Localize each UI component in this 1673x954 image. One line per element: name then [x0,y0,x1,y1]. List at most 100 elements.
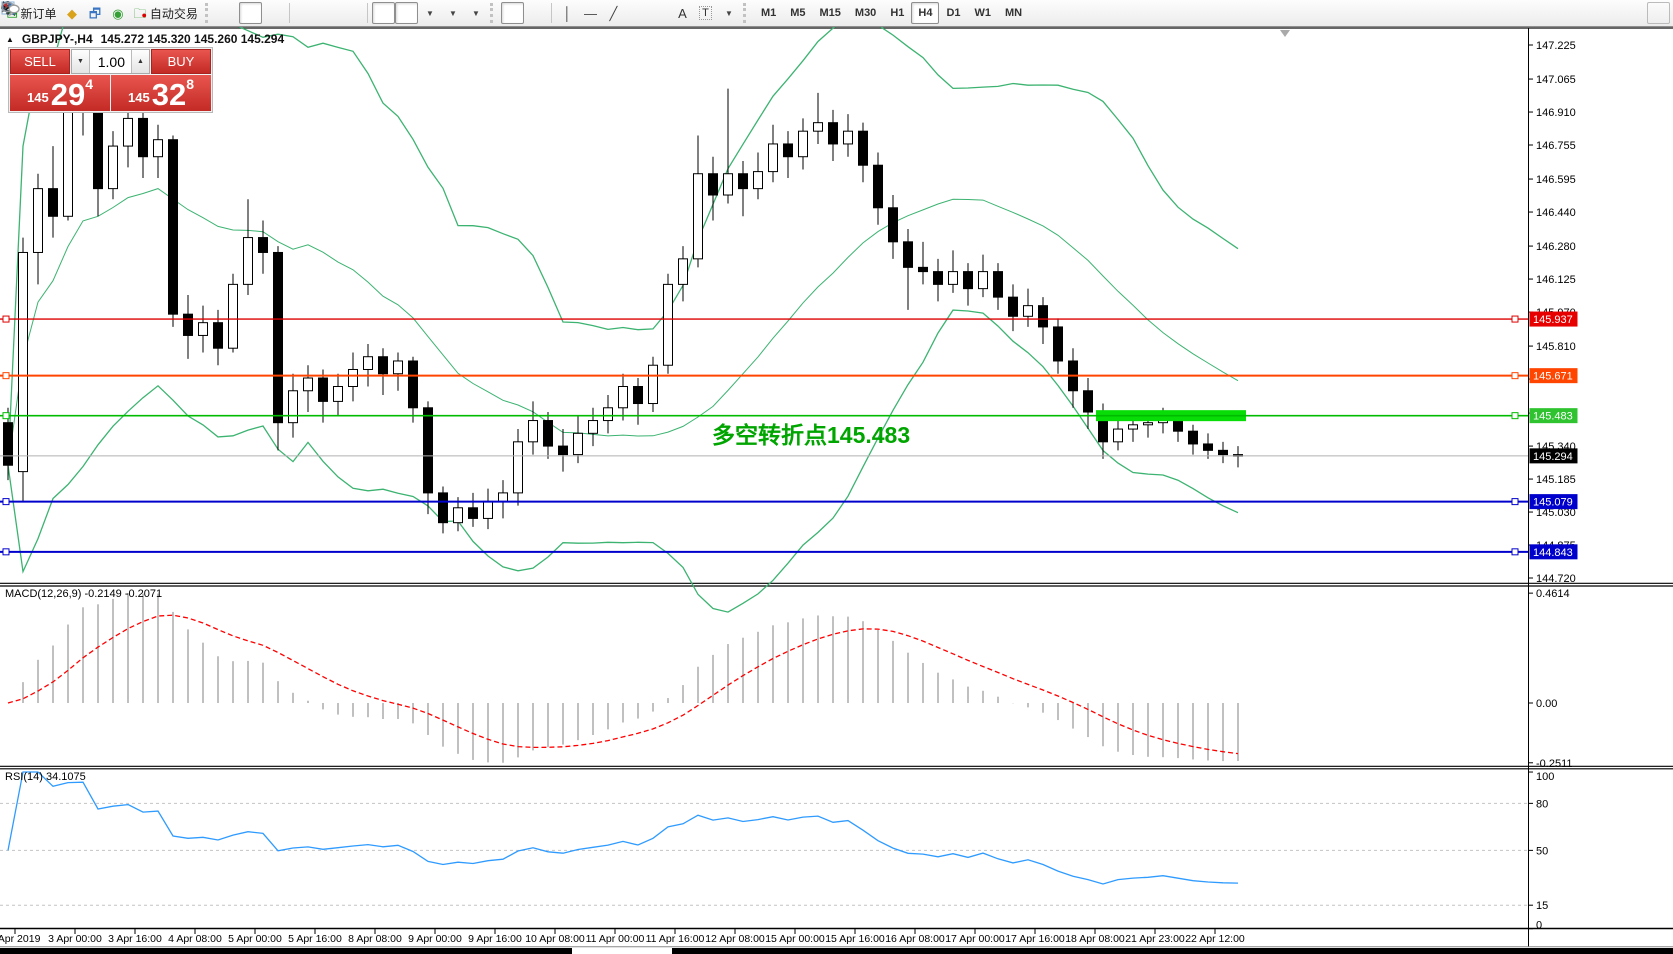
trendline-icon: ╱ [609,5,618,21]
fibonacci-button[interactable]: F [2,2,671,24]
volume-increase-button[interactable]: ▲ [131,50,149,73]
time-label: 12 Apr 08:00 [705,933,765,945]
timeframe-w1[interactable]: W1 [974,7,992,19]
arrows-dropdown[interactable]: ▼ [3,2,740,24]
candle-bearish [1218,449,1228,456]
zoom-out-button[interactable] [1,1,340,24]
macd-axis-label: 0.4614 [1536,588,1570,600]
equidistant-channel-button[interactable]: E [1,2,648,24]
timeframe-h4[interactable]: H4 [911,2,940,24]
price-badge-label: 145.671 [1533,371,1573,383]
rsi-axis-label: 15 [1536,900,1548,912]
line-anchor-handle[interactable] [1511,315,1519,323]
candle-bearish [708,173,718,196]
timeframe-m5[interactable]: M5 [790,7,806,19]
cursor-button[interactable] [3,1,524,24]
search-button[interactable] [1,1,1647,24]
timeframe-d1[interactable]: D1 [946,7,961,19]
candle-bullish [693,173,703,260]
timeframe-h1[interactable]: H1 [890,7,905,19]
periods-dropdown[interactable]: ▼ [1,1,464,24]
annotation-text[interactable]: 多空转折点145.483 [712,422,910,448]
styler-button[interactable]: ◆ [60,2,83,24]
horizontal-line-button[interactable]: — [579,2,602,24]
sell-price[interactable]: 145 29 4 [10,75,110,111]
candle-bullish [333,386,343,402]
candle-bearish [1203,443,1213,451]
sell-price-prefix: 145 [27,90,49,106]
profile-button[interactable]: 🗗 [83,2,106,24]
crosshair-button[interactable] [1,1,547,24]
candlestick-chart-button[interactable] [2,2,262,24]
volume-input[interactable]: 1.00 [97,53,125,70]
timeframe-m30[interactable]: M30 [854,7,877,19]
line-anchor-handle[interactable] [2,372,10,380]
rsi-axis-label: 100 [1536,771,1554,783]
bollinger-upper-band [7,27,1239,466]
line-anchor-handle[interactable] [1511,412,1519,420]
toolbar-grip[interactable] [489,3,498,23]
text-button[interactable]: A [671,2,694,24]
price-tick-label: 145.030 [1536,507,1576,519]
line-anchor-handle[interactable] [2,548,10,556]
candle-bullish [198,322,208,336]
chart-shift-marker[interactable] [1280,30,1290,37]
indicators-dropdown[interactable]: ▼ [1,1,487,24]
tile-windows-button[interactable] [2,2,363,24]
candle-bearish [1038,305,1048,328]
dropdown-arrow-icon: ▼ [724,8,733,18]
line-anchor-handle[interactable] [2,315,10,323]
auto-scroll-button[interactable] [1,2,395,24]
time-label: 15 Apr 16:00 [825,933,885,945]
line-anchor-handle[interactable] [1511,372,1519,380]
line-anchor-handle[interactable] [2,498,10,506]
time-label: 17 Apr 16:00 [1005,933,1065,945]
price-tick-label: 144.720 [1536,573,1576,585]
rsi-axis-label: 50 [1536,845,1548,857]
candle-bearish [378,356,388,375]
time-label: 10 Apr 08:00 [525,933,585,945]
bar-chart-button[interactable] [2,2,239,24]
toolbar-grip[interactable] [204,3,213,23]
main-toolbar: 🗋+ 新订单 ◆ 🗗 ◉ 🗀● 自动交易 ▼ ▼ ▼ │ — ╱ E F A [0,0,1673,27]
line-anchor-handle[interactable] [1511,548,1519,556]
time-label: 8 Apr 08:00 [348,933,402,945]
line-chart-button[interactable] [1,2,285,24]
price-axis-area[interactable] [1529,28,1673,947]
rsi-label: RSI(14) 34.1075 [5,771,86,783]
signals-button[interactable]: ◉ [106,2,129,24]
bollinger-middle-band [7,188,1239,466]
timeframe-m1[interactable]: M1 [760,7,777,19]
buy-button[interactable]: BUY [151,49,211,74]
candle-bearish [738,173,748,190]
buy-price[interactable]: 145 32 8 [111,75,211,111]
collapse-triangle-icon[interactable]: ▲ [6,34,14,44]
vertical-line-button[interactable]: │ [556,2,579,24]
new-order-label: 新订单 [20,6,57,21]
chart-shift-button[interactable] [1,2,418,24]
candle-bullish [1023,305,1033,317]
candle-bullish [228,283,238,349]
dropdown-arrow-icon: ▼ [471,8,480,18]
timeframe-m15[interactable]: M15 [819,7,841,19]
line-anchor-handle[interactable] [2,412,10,420]
candle-bearish [828,122,838,145]
time-label: 15 Apr 00:00 [765,933,825,945]
toolbar-grip[interactable] [742,3,751,23]
candle-bullish [1128,424,1138,430]
volume-decrease-button[interactable]: ▼ [72,50,90,73]
text-label-button[interactable]: T [694,2,717,24]
auto-trading-button[interactable]: 🗀● 自动交易 [129,2,201,24]
chat-button[interactable] [1,1,1670,24]
new-chart-dropdown[interactable]: ▼ [1,2,441,24]
zoom-in-button[interactable] [1,1,317,24]
timeframe-mn[interactable]: MN [1005,7,1023,19]
candle-bullish [978,271,988,290]
sell-button[interactable]: SELL [10,49,70,74]
candle-bearish [963,271,973,290]
candle-bullish [1143,422,1153,426]
candle-bullish [483,500,493,519]
line-anchor-handle[interactable] [1511,498,1519,506]
trendline-button[interactable]: ╱ [602,2,625,24]
